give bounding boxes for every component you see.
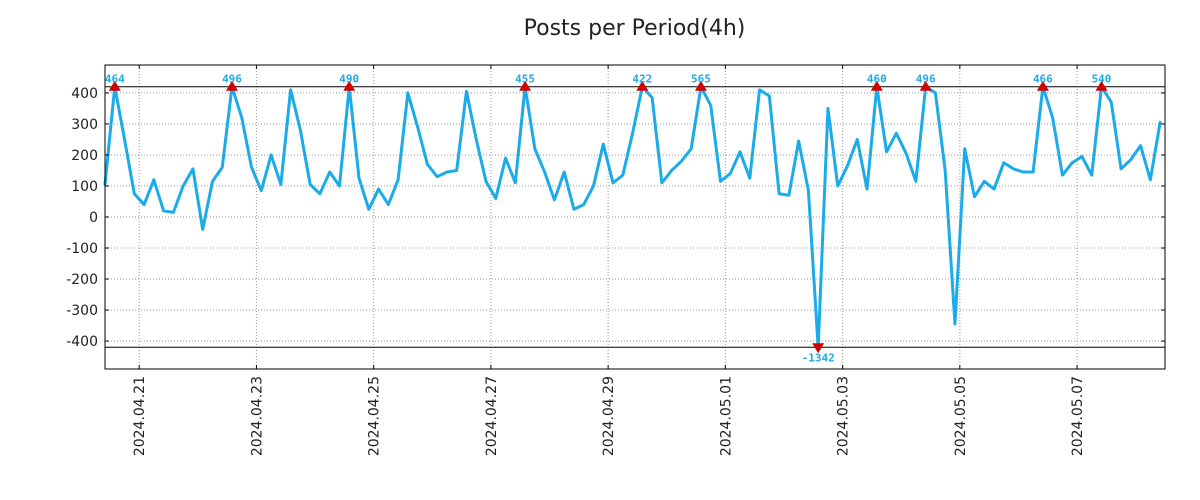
peak-value-label: 464 bbox=[105, 73, 125, 86]
clip-marker-up bbox=[519, 80, 532, 91]
clip-marker-up bbox=[870, 80, 883, 91]
peak-value-label: 565 bbox=[691, 73, 711, 86]
x-tick-label: 2024.04.25 bbox=[367, 376, 383, 456]
clip-marker-up bbox=[694, 80, 707, 91]
clip-marker-up bbox=[1036, 80, 1049, 91]
x-tick-label: 2024.04.27 bbox=[484, 376, 500, 456]
clip-marker-up bbox=[108, 80, 121, 91]
clip-threshold-lines bbox=[105, 86, 1165, 348]
y-tick-label: -400 bbox=[66, 334, 98, 350]
clipped-marker-layer: 464 496 490 455 422 565 -1342 460 496 466 540 bbox=[105, 73, 1112, 365]
series-layer bbox=[103, 85, 1162, 349]
grid-layer bbox=[105, 65, 1165, 369]
clip-marker-down bbox=[812, 343, 825, 354]
peak-value-label: -1342 bbox=[802, 351, 835, 364]
peak-value-label: 496 bbox=[916, 73, 936, 86]
x-tick-label: 2024.05.03 bbox=[836, 376, 852, 456]
x-tick-label: 2024.04.21 bbox=[132, 376, 148, 456]
x-tick-label: 2024.05.05 bbox=[953, 376, 969, 456]
y-tick-label: 300 bbox=[71, 117, 98, 133]
x-tick-label: 2024.04.29 bbox=[601, 376, 617, 456]
clip-marker-up bbox=[226, 80, 239, 91]
x-tick-label: 2024.05.07 bbox=[1070, 376, 1086, 456]
peak-value-label: 490 bbox=[339, 73, 359, 86]
y-tick-label: -100 bbox=[66, 241, 98, 257]
y-tick-label: 0 bbox=[89, 210, 98, 226]
y-tick-label: 400 bbox=[71, 86, 98, 102]
y-tick-label: -200 bbox=[66, 272, 98, 288]
peak-value-label: 466 bbox=[1033, 73, 1053, 86]
peak-value-label: 422 bbox=[632, 73, 652, 86]
chart-title: Posts per Period(4h) bbox=[523, 16, 746, 41]
clip-marker-up bbox=[343, 80, 356, 91]
clip-marker-up bbox=[1095, 80, 1108, 91]
series-line bbox=[103, 85, 1162, 349]
y-tick-label: 100 bbox=[71, 179, 98, 195]
clip-marker-up bbox=[919, 80, 932, 91]
x-tick-label: 2024.04.23 bbox=[249, 376, 265, 456]
peak-value-label: 460 bbox=[867, 73, 887, 86]
peak-value-label: 540 bbox=[1092, 73, 1112, 86]
y-tick-label: -300 bbox=[66, 303, 98, 319]
peak-value-label: 455 bbox=[515, 73, 535, 86]
peak-value-label: 496 bbox=[222, 73, 242, 86]
y-tick-label: 200 bbox=[71, 148, 98, 164]
clip-marker-up bbox=[636, 80, 649, 91]
x-tick-label: 2024.05.01 bbox=[718, 376, 734, 456]
axis-labels: 400 300 200 100 0 -100 -200 -300 -400 2024.04.21 2… bbox=[66, 65, 1165, 456]
